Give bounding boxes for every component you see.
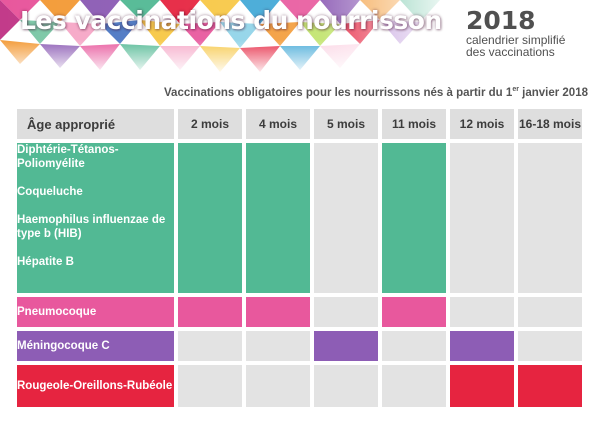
age-header: Âge approprié — [17, 109, 174, 139]
column-header: 2 mois — [178, 109, 242, 139]
table-row-ror: Rougeole-Oreillons-Rubéole — [17, 365, 582, 407]
calendar-subtitle-line1: calendrier simplifié — [466, 33, 566, 47]
dose-cell-empty — [518, 297, 582, 327]
dose-cell-empty — [178, 365, 242, 407]
dose-cell-scheduled — [382, 297, 446, 327]
dose-cell-empty — [450, 297, 514, 327]
dose-cell-scheduled — [450, 331, 514, 361]
dose-cell-scheduled — [450, 365, 514, 407]
vaccination-schedule-table: Âge approprié 2 mois 4 mois 5 mois 11 mo… — [13, 105, 586, 411]
dose-cell-scheduled — [246, 297, 310, 327]
vaccine-name: Diphtérie-Tétanos-Poliomyélite — [17, 144, 119, 170]
intro-superscript: er — [512, 86, 519, 93]
dose-cell-scheduled — [246, 143, 310, 293]
table-header-row: Âge approprié 2 mois 4 mois 5 mois 11 mo… — [17, 109, 582, 139]
intro-text: Vaccinations obligatoires pour les nourr… — [164, 86, 588, 99]
table-row-meningocoque: Méningocoque C — [17, 331, 582, 361]
geometric-pattern-graphic — [0, 0, 460, 72]
column-header: 16-18 mois — [518, 109, 582, 139]
column-header: 4 mois — [246, 109, 310, 139]
vaccine-label-meningocoque: Méningocoque C — [17, 331, 174, 361]
column-header: 11 mois — [382, 109, 446, 139]
dose-cell-empty — [450, 143, 514, 293]
dose-cell-empty — [314, 143, 378, 293]
column-header: 5 mois — [314, 109, 378, 139]
dose-cell-empty — [314, 297, 378, 327]
vaccine-name: Coqueluche — [17, 186, 83, 198]
calendar-year: 2018 — [466, 6, 536, 35]
vaccine-label-dtp-group: Diphtérie-Tétanos-Poliomyélite Coqueluch… — [17, 143, 174, 293]
vaccine-name: Rougeole-Oreillons-Rubéole — [17, 380, 173, 392]
dose-cell-empty — [314, 365, 378, 407]
dose-cell-scheduled — [382, 143, 446, 293]
vaccine-label-pneumocoque: Pneumocoque — [17, 297, 174, 327]
vaccine-name: Hépatite B — [17, 256, 74, 268]
dose-cell-empty — [246, 365, 310, 407]
dose-cell-scheduled — [314, 331, 378, 361]
vaccine-name: Méningocoque C — [17, 340, 110, 352]
dose-cell-empty — [246, 331, 310, 361]
dose-cell-empty — [518, 143, 582, 293]
dose-cell-scheduled — [178, 297, 242, 327]
page-title: Les vaccinations du nourrisson — [20, 6, 442, 35]
dose-cell-empty — [518, 331, 582, 361]
dose-cell-scheduled — [178, 143, 242, 293]
dose-cell-empty — [382, 331, 446, 361]
dose-cell-empty — [382, 365, 446, 407]
vaccine-name: Pneumocoque — [17, 306, 97, 318]
dose-cell-empty — [178, 331, 242, 361]
table-row-pneumocoque: Pneumocoque — [17, 297, 582, 327]
vaccine-label-ror: Rougeole-Oreillons-Rubéole — [17, 365, 174, 407]
table-row-dtp-group: Diphtérie-Tétanos-Poliomyélite Coqueluch… — [17, 143, 582, 293]
intro-text-after: janvier 2018 — [518, 86, 588, 99]
calendar-brand: 2018 calendrier simplifié des vaccinatio… — [466, 6, 566, 59]
column-header: 12 mois — [450, 109, 514, 139]
dose-cell-scheduled — [518, 365, 582, 407]
intro-text-before: Vaccinations obligatoires pour les nourr… — [164, 86, 513, 99]
vaccine-name: Haemophilus influenzae de type b (HIB) — [17, 214, 166, 240]
calendar-subtitle-line2: des vaccinations — [466, 45, 555, 59]
header-banner: Les vaccinations du nourrisson — [0, 0, 460, 72]
